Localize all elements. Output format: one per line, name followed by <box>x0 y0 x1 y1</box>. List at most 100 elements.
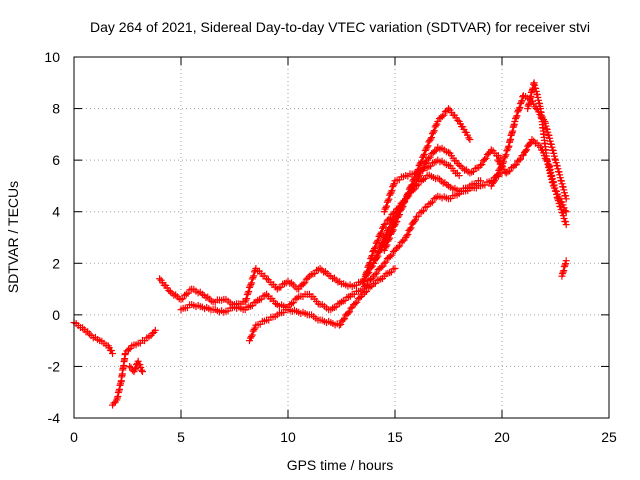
data-point <box>138 368 146 376</box>
data-point <box>364 263 372 271</box>
data-point <box>379 224 387 232</box>
data-point <box>377 263 385 271</box>
data-point <box>561 261 569 269</box>
data-point <box>411 180 419 188</box>
data-point <box>493 172 501 180</box>
data-point <box>242 296 250 304</box>
data-point <box>522 147 530 155</box>
data-point <box>465 134 473 142</box>
data-point <box>243 291 251 299</box>
data-point <box>166 288 174 296</box>
data-point <box>500 154 508 162</box>
y-tick-label: 6 <box>52 152 60 168</box>
data-point <box>388 227 396 235</box>
data-point <box>399 237 407 245</box>
data-point <box>382 204 390 212</box>
data-point <box>411 216 419 224</box>
data-point <box>374 236 382 244</box>
data-point <box>373 238 381 246</box>
data-point <box>378 240 386 248</box>
data-point <box>405 189 413 197</box>
data-point <box>379 239 387 247</box>
y-axis-label: SDTVAR / TECUs <box>5 181 21 293</box>
data-point <box>440 111 448 119</box>
data-point <box>250 326 258 334</box>
data-point <box>381 232 389 240</box>
data-point <box>431 147 439 155</box>
data-point <box>126 362 134 370</box>
data-point <box>423 143 431 151</box>
data-point <box>377 230 385 238</box>
data-point <box>494 156 502 164</box>
data-point <box>85 330 93 338</box>
data-point <box>422 145 430 153</box>
data-point <box>512 113 520 121</box>
data-point <box>420 152 428 160</box>
data-point <box>344 309 352 317</box>
data-point <box>130 368 138 376</box>
data-point <box>374 249 382 257</box>
data-point <box>125 346 133 354</box>
data-point <box>515 105 523 113</box>
data-point <box>375 247 383 255</box>
data-point <box>132 365 140 373</box>
data-point <box>388 187 396 195</box>
data-point <box>432 194 440 202</box>
plot-frame <box>73 56 610 419</box>
data-point <box>361 289 369 297</box>
data-point <box>482 154 490 162</box>
data-point <box>515 156 523 164</box>
data-point <box>383 241 391 249</box>
data-point <box>156 275 164 283</box>
data-point <box>134 357 142 365</box>
data-point <box>261 292 269 300</box>
data-point <box>245 287 253 295</box>
data-point <box>485 149 493 157</box>
data-point <box>410 217 418 225</box>
data-point <box>386 234 394 242</box>
data-point <box>366 259 374 267</box>
x-tick-label: 25 <box>601 429 617 445</box>
data-point <box>426 153 434 161</box>
data-point <box>418 208 426 216</box>
data-point <box>503 147 511 155</box>
data-point <box>372 254 380 262</box>
data-point <box>386 190 394 198</box>
data-point <box>562 208 570 216</box>
data-point <box>245 284 253 292</box>
data-point <box>389 248 397 256</box>
data-point <box>560 263 568 271</box>
data-point <box>395 212 403 220</box>
data-point <box>360 277 368 285</box>
data-point <box>478 160 486 168</box>
data-point <box>404 230 412 238</box>
data-point <box>369 248 377 256</box>
data-point <box>365 260 373 268</box>
data-point <box>403 232 411 240</box>
data-point <box>516 103 524 111</box>
data-point <box>491 177 499 185</box>
data-point <box>517 155 525 163</box>
data-point <box>362 269 370 277</box>
data-point <box>528 136 536 144</box>
data-point <box>387 188 395 196</box>
data-point <box>477 161 485 169</box>
data-point <box>378 228 386 236</box>
data-point <box>373 269 381 277</box>
data-point <box>347 304 355 312</box>
x-tick-label: 20 <box>494 429 510 445</box>
data-point <box>441 108 449 116</box>
data-point <box>402 195 410 203</box>
data-point <box>388 251 396 259</box>
data-point <box>182 290 190 298</box>
chart-title: Day 264 of 2021, Sidereal Day-to-day VTE… <box>90 19 590 35</box>
data-point <box>371 270 379 278</box>
data-point <box>370 245 378 253</box>
y-tick-label: 2 <box>52 255 60 271</box>
data-point <box>386 224 394 232</box>
data-point <box>385 195 393 203</box>
x-tick-label: 15 <box>387 429 403 445</box>
y-tick-label: -4 <box>48 410 61 426</box>
x-tick-label: 0 <box>70 429 78 445</box>
data-point <box>562 221 570 229</box>
